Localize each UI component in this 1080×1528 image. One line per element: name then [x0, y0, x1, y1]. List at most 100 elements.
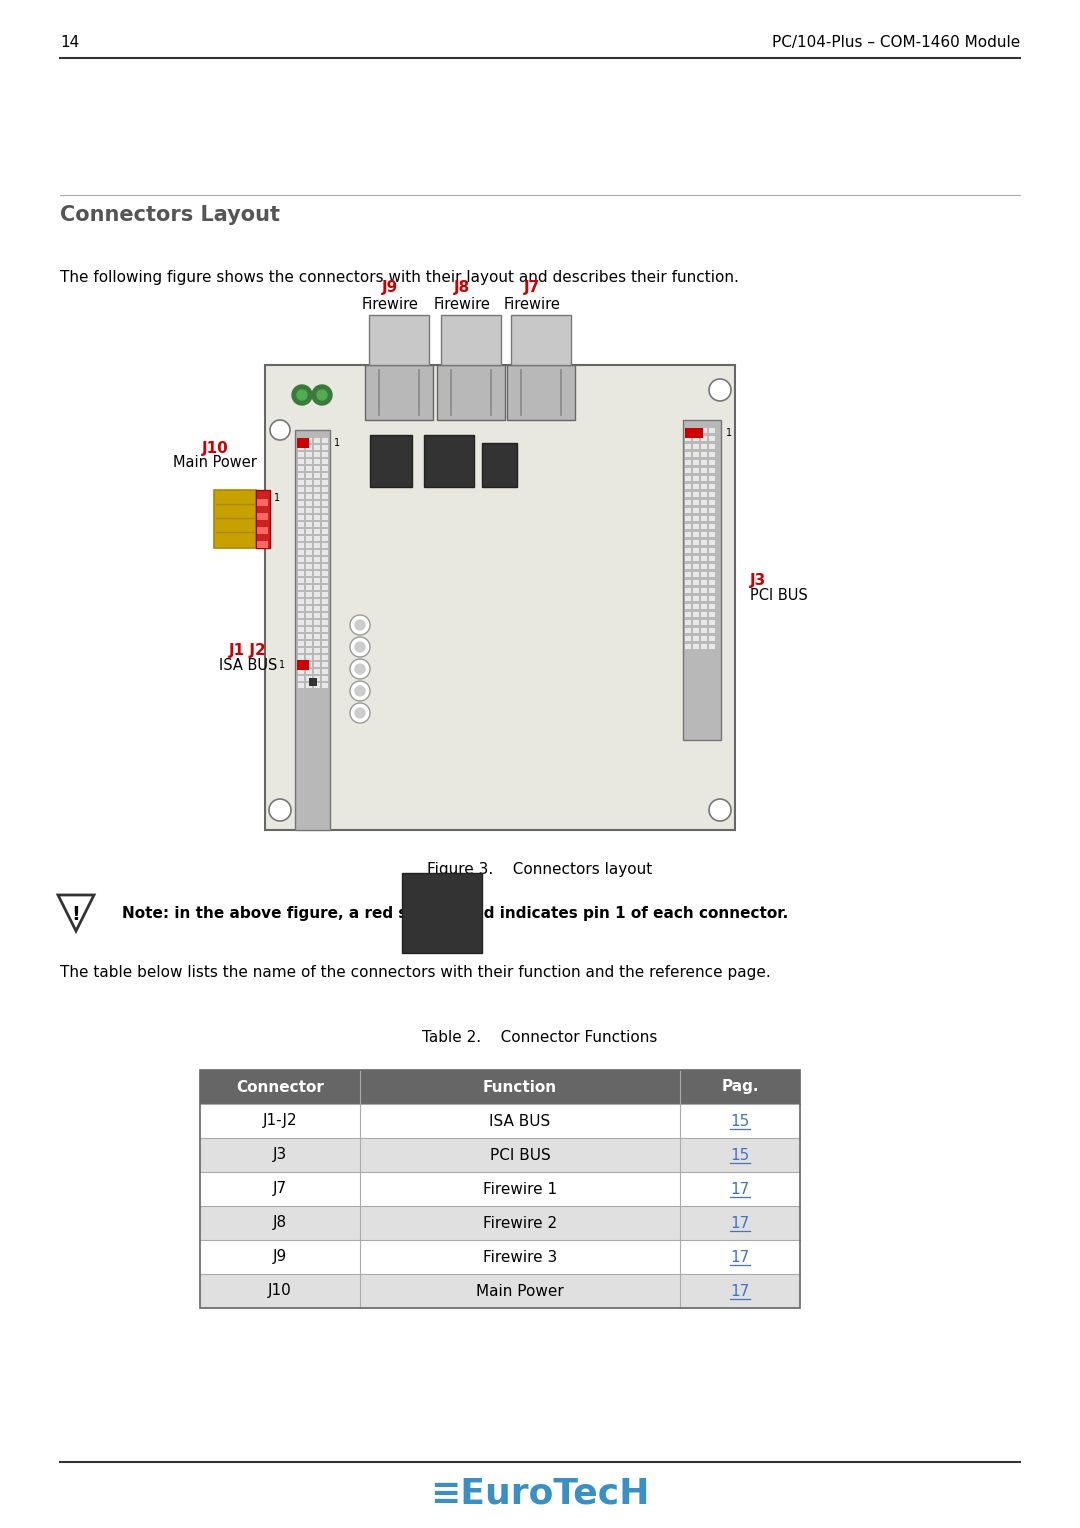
Bar [437, 365, 505, 420]
Bar [314, 452, 320, 457]
Bar [314, 578, 320, 584]
Bar [309, 678, 318, 686]
Bar [685, 581, 691, 585]
Bar [298, 599, 303, 604]
Bar [322, 536, 328, 541]
Circle shape [318, 390, 327, 400]
Bar [314, 550, 320, 555]
Bar [322, 626, 328, 633]
Bar [708, 524, 715, 529]
Bar [257, 527, 268, 533]
Bar [685, 477, 691, 481]
Text: J1 J2: J1 J2 [229, 643, 267, 659]
Bar [701, 477, 707, 481]
Bar [314, 487, 320, 492]
Text: Connector: Connector [237, 1079, 324, 1094]
Bar [701, 613, 707, 617]
Bar [701, 628, 707, 633]
Bar [298, 591, 303, 597]
Text: ≡EuroTecH: ≡EuroTecH [430, 1478, 650, 1511]
Bar [685, 507, 691, 513]
Bar [701, 571, 707, 578]
Text: Pag.: Pag. [721, 1079, 759, 1094]
Bar [322, 599, 328, 604]
Bar [298, 523, 303, 527]
Bar [370, 435, 411, 487]
Bar [306, 542, 312, 549]
Bar [322, 564, 328, 568]
Bar [306, 675, 312, 681]
Bar [298, 515, 303, 520]
Bar [685, 620, 691, 625]
Bar [257, 513, 268, 520]
Bar [314, 669, 320, 674]
Circle shape [355, 707, 365, 718]
Bar [708, 507, 715, 513]
Circle shape [292, 385, 312, 405]
Bar [322, 662, 328, 668]
Text: J3: J3 [750, 573, 766, 588]
Text: J8: J8 [454, 280, 470, 295]
Bar [298, 662, 303, 668]
Bar [693, 435, 699, 442]
Bar [693, 516, 699, 521]
Text: PCI BUS: PCI BUS [750, 588, 808, 604]
Bar [306, 683, 312, 688]
Bar [314, 529, 320, 533]
Bar [701, 507, 707, 513]
Bar [306, 564, 312, 568]
Bar [314, 480, 320, 484]
Bar [314, 675, 320, 681]
Bar [295, 429, 330, 830]
Bar [708, 643, 715, 649]
Bar [685, 435, 691, 442]
Bar [693, 484, 699, 489]
Bar [265, 365, 735, 830]
Bar [685, 549, 691, 553]
Text: 1: 1 [274, 494, 280, 503]
Bar [306, 474, 312, 478]
Text: The table below lists the name of the connectors with their function and the ref: The table below lists the name of the co… [60, 966, 771, 979]
Bar [314, 585, 320, 590]
Bar [708, 428, 715, 432]
Bar [298, 607, 303, 611]
Bar [701, 556, 707, 561]
Bar [693, 539, 699, 545]
Text: The following figure shows the connectors with their layout and describes their : The following figure shows the connector… [60, 270, 739, 286]
Text: 1: 1 [334, 439, 340, 448]
Bar [314, 620, 320, 625]
Text: Main Power: Main Power [476, 1284, 564, 1299]
Bar [693, 428, 699, 432]
Text: J10: J10 [268, 1284, 292, 1299]
Bar [685, 564, 691, 568]
Bar [298, 634, 303, 639]
Bar [708, 532, 715, 536]
Bar [708, 549, 715, 553]
Text: J9: J9 [382, 280, 399, 295]
Bar [314, 662, 320, 668]
Bar [306, 599, 312, 604]
Bar [314, 507, 320, 513]
Bar [693, 532, 699, 536]
Bar [322, 683, 328, 688]
Bar [693, 564, 699, 568]
Bar [701, 516, 707, 521]
Circle shape [350, 703, 370, 723]
Bar [200, 1138, 800, 1172]
Bar [297, 660, 309, 669]
Bar [298, 474, 303, 478]
Bar [314, 634, 320, 639]
Bar [297, 439, 309, 448]
Text: J7: J7 [524, 280, 540, 295]
Circle shape [269, 799, 291, 821]
Bar [322, 634, 328, 639]
Bar [701, 445, 707, 449]
Bar [708, 452, 715, 457]
Bar [298, 675, 303, 681]
Text: J10: J10 [202, 442, 228, 455]
Bar [693, 556, 699, 561]
Bar [322, 507, 328, 513]
Bar [322, 529, 328, 533]
Circle shape [350, 614, 370, 636]
Bar [693, 549, 699, 553]
